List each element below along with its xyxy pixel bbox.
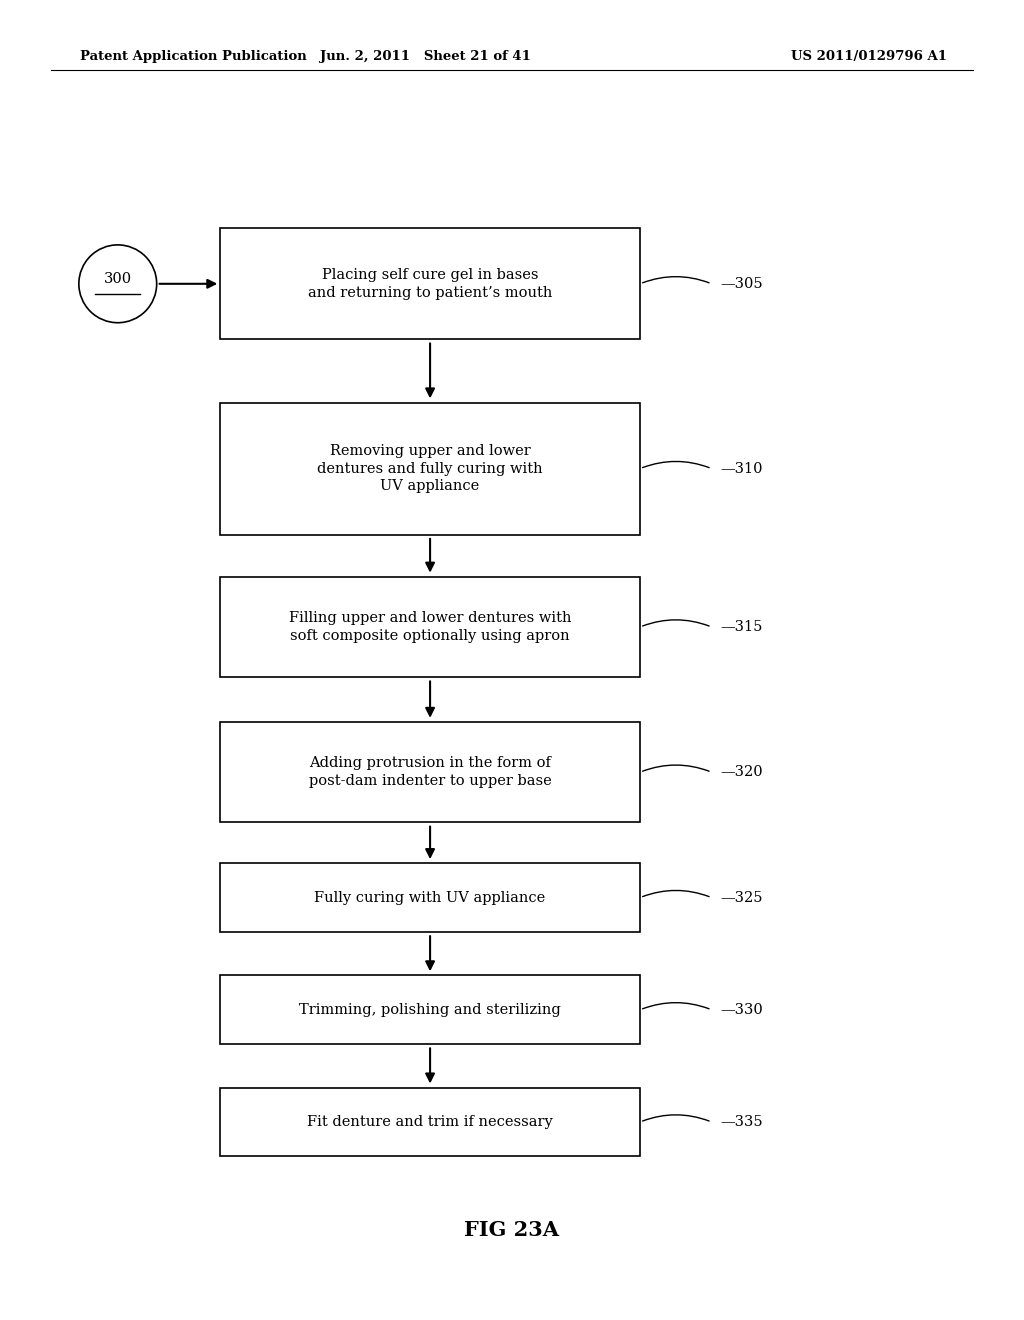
Text: Jun. 2, 2011   Sheet 21 of 41: Jun. 2, 2011 Sheet 21 of 41	[319, 50, 530, 63]
FancyBboxPatch shape	[220, 722, 640, 822]
Text: FIG 23A: FIG 23A	[465, 1220, 559, 1241]
Text: Adding protrusion in the form of
post-dam indenter to upper base: Adding protrusion in the form of post-da…	[308, 756, 552, 788]
Text: Fit denture and trim if necessary: Fit denture and trim if necessary	[307, 1115, 553, 1129]
Text: —325: —325	[720, 891, 763, 904]
FancyBboxPatch shape	[220, 228, 640, 339]
Text: Trimming, polishing and sterilizing: Trimming, polishing and sterilizing	[299, 1003, 561, 1016]
FancyBboxPatch shape	[220, 403, 640, 535]
Ellipse shape	[79, 246, 157, 322]
Text: —320: —320	[720, 766, 763, 779]
Text: —305: —305	[720, 277, 763, 290]
Text: —310: —310	[720, 462, 763, 475]
FancyBboxPatch shape	[220, 863, 640, 932]
FancyBboxPatch shape	[220, 577, 640, 677]
Text: —335: —335	[720, 1115, 763, 1129]
Text: Removing upper and lower
dentures and fully curing with
UV appliance: Removing upper and lower dentures and fu…	[317, 444, 543, 494]
Text: —315: —315	[720, 620, 762, 634]
Text: —330: —330	[720, 1003, 763, 1016]
Text: US 2011/0129796 A1: US 2011/0129796 A1	[792, 50, 947, 63]
Text: Filling upper and lower dentures with
soft composite optionally using apron: Filling upper and lower dentures with so…	[289, 611, 571, 643]
Text: Fully curing with UV appliance: Fully curing with UV appliance	[314, 891, 546, 904]
FancyBboxPatch shape	[220, 975, 640, 1044]
Text: Placing self cure gel in bases
and returning to patient’s mouth: Placing self cure gel in bases and retur…	[308, 268, 552, 300]
Text: Patent Application Publication: Patent Application Publication	[80, 50, 306, 63]
FancyBboxPatch shape	[220, 1088, 640, 1156]
Text: 300: 300	[103, 272, 132, 285]
